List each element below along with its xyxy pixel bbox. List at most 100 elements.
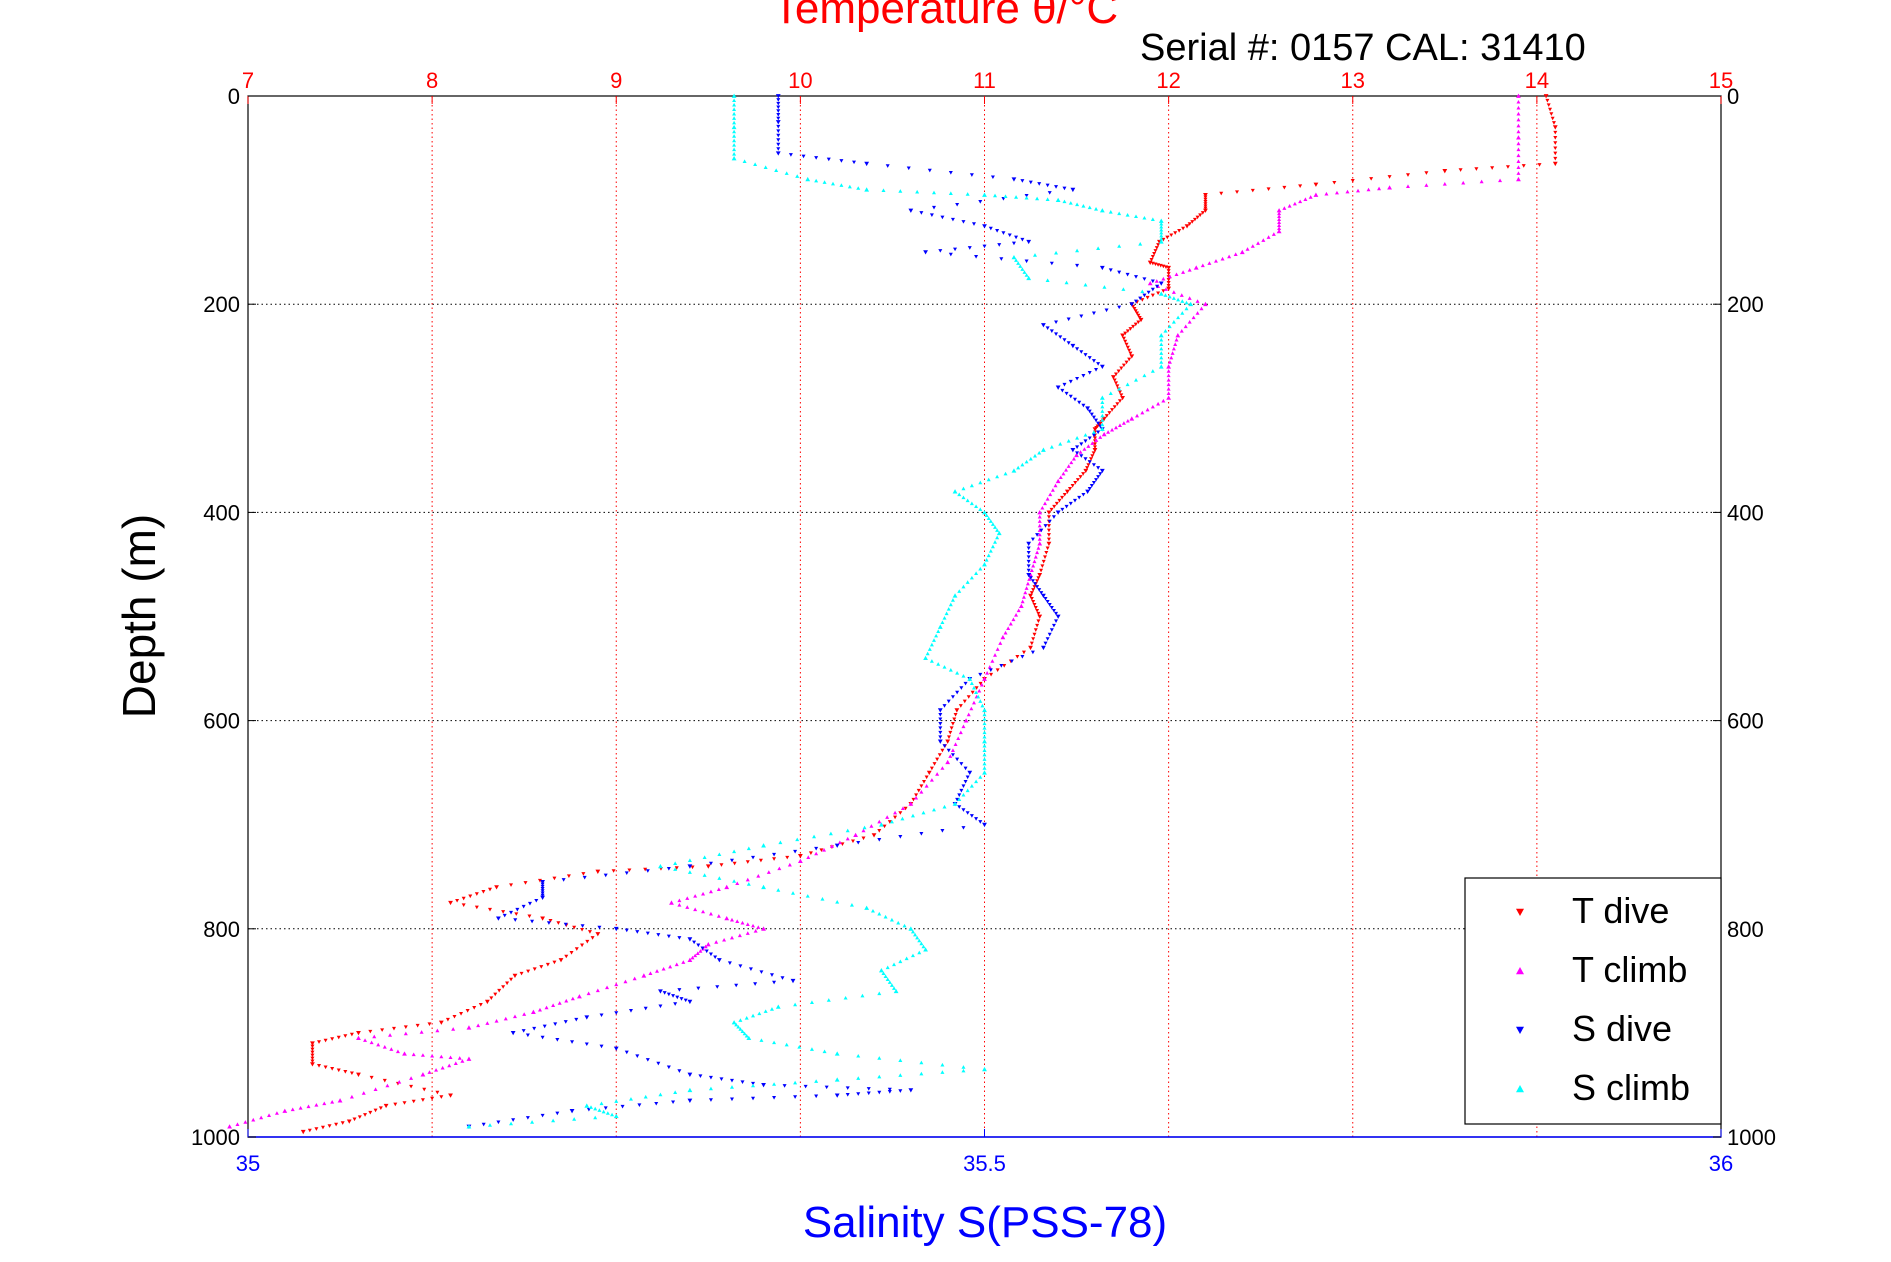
data-point-fill: [732, 151, 737, 156]
data-point-fill: [330, 1066, 335, 1071]
series-t-dive: [300, 94, 1558, 1135]
data-point-fill: [1029, 597, 1034, 601]
data-point-fill: [988, 519, 993, 523]
data-point-fill: [1072, 397, 1077, 402]
data-point-fill: [938, 713, 943, 717]
data-point-fill: [1516, 153, 1521, 158]
data-point-fill: [814, 178, 819, 183]
data-point-fill: [693, 907, 698, 912]
data-point-fill: [753, 162, 758, 167]
data-point-fill: [982, 717, 987, 721]
data-point-fill: [1166, 382, 1171, 387]
data-point-fill: [808, 851, 813, 855]
data-point-fill: [778, 840, 783, 845]
data-point-fill: [1176, 297, 1181, 302]
data-point-fill: [1117, 423, 1122, 428]
data-point-fill: [1041, 559, 1046, 564]
data-point-fill: [1121, 421, 1126, 425]
data-point-fill: [1117, 399, 1122, 403]
data-point: [227, 1124, 232, 1129]
data-point-fill: [1516, 171, 1521, 175]
data-point-fill: [1062, 199, 1067, 204]
data-point-fill: [990, 175, 995, 180]
data-point-fill: [530, 919, 535, 924]
data-point-fill: [534, 898, 539, 903]
data-point-fill: [532, 1026, 537, 1031]
data-point-fill: [969, 173, 974, 177]
data-point: [945, 759, 951, 765]
data-point-fill: [1062, 382, 1067, 387]
data-point-fill: [957, 797, 962, 802]
data-point: [1158, 291, 1164, 296]
data-point-fill: [961, 673, 966, 678]
data-point-fill: [1054, 501, 1059, 506]
data-point-fill: [1054, 611, 1059, 616]
data-point-fill: [671, 1100, 676, 1105]
data-point-fill: [729, 917, 734, 922]
data-point: [1037, 510, 1043, 515]
data-point-fill: [624, 928, 629, 933]
data-point-fill: [746, 882, 751, 886]
data-point: [1184, 224, 1190, 229]
data-point: [1387, 185, 1392, 190]
data-point-fill: [1142, 373, 1147, 378]
data-point-fill: [1179, 293, 1184, 297]
data-point-fill: [620, 1104, 625, 1109]
data-point-fill: [734, 1022, 739, 1027]
data-point: [466, 1124, 472, 1129]
data-point-fill: [892, 962, 897, 967]
data-point-fill: [877, 991, 882, 996]
data-point-fill: [448, 1055, 453, 1060]
data-point-fill: [993, 193, 998, 198]
data-point-fill: [805, 894, 810, 898]
data-point-fill: [1040, 505, 1045, 510]
data-point-fill: [1015, 655, 1020, 659]
data-point: [996, 530, 1002, 536]
data-point-fill: [961, 495, 966, 500]
data-point: [540, 880, 545, 885]
data-point-fill: [1108, 209, 1113, 214]
data-point-fill: [1081, 472, 1086, 476]
data-point-fill: [1131, 324, 1136, 329]
data-point-fill: [581, 872, 586, 876]
data-point-fill: [948, 668, 953, 672]
data-point-fill: [776, 112, 781, 117]
data-point-fill: [883, 974, 888, 978]
legend-marker: [1516, 1085, 1524, 1093]
data-point-fill: [457, 1056, 462, 1060]
data-point-fill: [1235, 190, 1240, 194]
data-point-fill: [944, 611, 949, 616]
data-point-fill: [914, 793, 919, 797]
data-point-fill: [856, 1053, 861, 1058]
data-point-fill: [1037, 514, 1042, 519]
data-point: [1018, 603, 1024, 609]
data-point-fill: [753, 982, 758, 986]
data-point-fill: [819, 848, 824, 852]
data-point-fill: [927, 647, 932, 651]
data-point-fill: [961, 784, 966, 789]
data-point-fill: [702, 873, 707, 877]
data-point-fill: [1035, 579, 1040, 583]
data-point: [1129, 416, 1135, 421]
data-point-fill: [1068, 379, 1073, 384]
data-point-fill: [624, 1050, 629, 1055]
data-point-fill: [481, 1122, 486, 1127]
data-point-fill: [692, 940, 697, 945]
data-point: [595, 869, 601, 874]
data-point-fill: [569, 950, 574, 955]
legend-marker: [1516, 908, 1524, 916]
data-point: [1442, 169, 1448, 174]
data-point-fill: [882, 824, 887, 829]
data-point-fill: [955, 202, 960, 207]
data-point-fill: [1043, 524, 1048, 528]
data-point-fill: [742, 159, 747, 164]
data-point-fill: [322, 1101, 327, 1106]
data-point-fill: [1169, 355, 1174, 360]
data-point-fill: [1442, 182, 1447, 186]
data-point-fill: [501, 910, 506, 914]
data-point-fill: [403, 1025, 408, 1029]
data-point-fill: [1045, 326, 1050, 330]
data-point-fill: [1128, 351, 1133, 356]
data-point-fill: [902, 923, 907, 928]
data-point-fill: [1150, 279, 1155, 284]
